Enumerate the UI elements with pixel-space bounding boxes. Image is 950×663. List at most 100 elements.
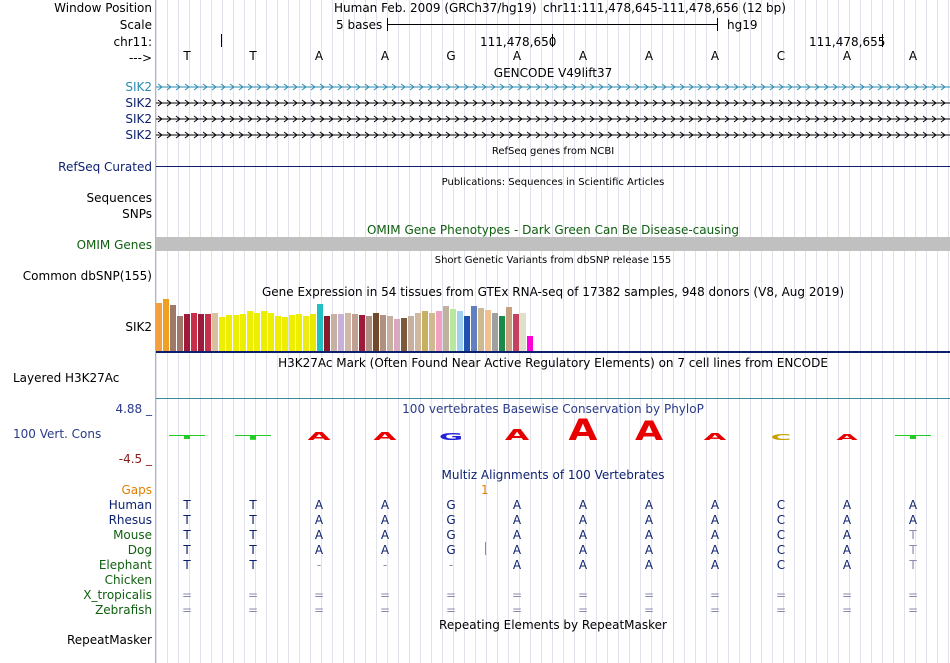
- gtex-tissue-bar[interactable]: [366, 316, 372, 351]
- omim-gene-bar[interactable]: [156, 237, 950, 251]
- aligned-base: A: [512, 498, 522, 512]
- species-label[interactable]: Rhesus: [108, 513, 152, 527]
- gtex-tissue-bar[interactable]: [485, 310, 491, 351]
- aligned-base: =: [445, 603, 457, 617]
- refseq-label[interactable]: RefSeq Curated: [58, 160, 152, 174]
- species-label[interactable]: Mouse: [113, 528, 152, 542]
- reference-base: A: [512, 49, 522, 63]
- gtex-tissue-bar[interactable]: [317, 304, 323, 351]
- gtex-tissue-bar[interactable]: [394, 319, 400, 351]
- snps-label[interactable]: SNPs: [122, 207, 152, 221]
- aligned-base: C: [776, 543, 786, 557]
- gtex-tissue-bar[interactable]: [422, 311, 428, 351]
- gtex-tissue-bar[interactable]: [401, 318, 407, 351]
- refseq-transcript[interactable]: [156, 166, 950, 167]
- cons-label[interactable]: 100 Vert. Cons: [13, 427, 102, 441]
- scale-label[interactable]: Scale: [119, 18, 152, 32]
- gtex-tissue-bar[interactable]: [408, 316, 414, 351]
- gencode-row-label[interactable]: SIK2: [125, 80, 152, 94]
- sequences-label[interactable]: Sequences: [86, 191, 152, 205]
- aligned-base: =: [643, 603, 655, 617]
- gtex-tissue-bar[interactable]: [373, 313, 379, 351]
- grid-line: [849, 0, 850, 663]
- gtex-tissue-bar[interactable]: [205, 314, 211, 351]
- gtex-tissue-bar[interactable]: [359, 315, 365, 351]
- track-image[interactable]: Human Feb. 2009 (GRCh37/hg19) chr11:111,…: [156, 0, 950, 663]
- gtex-tissue-bar[interactable]: [506, 307, 512, 351]
- gtex-tissue-bar[interactable]: [212, 313, 218, 351]
- gtex-tissue-bar[interactable]: [233, 315, 239, 351]
- gtex-tissue-bar[interactable]: [268, 313, 274, 351]
- gtex-tissue-bar[interactable]: [415, 313, 421, 351]
- grid-line: [288, 0, 289, 663]
- gtex-tissue-bar[interactable]: [240, 314, 246, 351]
- gtex-tissue-bar[interactable]: [499, 316, 505, 351]
- gtex-tissue-bar[interactable]: [387, 316, 393, 351]
- gtex-tissue-bar[interactable]: [296, 314, 302, 351]
- cons-min-label: -4.5 _: [118, 452, 152, 466]
- gtex-tissue-bar[interactable]: [177, 316, 183, 351]
- gtex-tissue-bar[interactable]: [527, 336, 533, 351]
- gtex-tissue-bar[interactable]: [492, 313, 498, 351]
- gtex-tissue-bar[interactable]: [352, 314, 358, 351]
- gtex-tissue-bar[interactable]: [443, 306, 449, 351]
- multiz-title: Multiz Alignments of 100 Vertebrates: [441, 468, 665, 482]
- gencode-row-label[interactable]: SIK2: [125, 128, 152, 142]
- species-label[interactable]: X_tropicalis: [83, 588, 152, 602]
- aligned-base: T: [183, 498, 191, 512]
- gencode-row-label[interactable]: SIK2: [125, 96, 152, 110]
- gtex-tissue-bar[interactable]: [324, 316, 330, 351]
- h3k27ac-label[interactable]: Layered H3K27Ac: [13, 371, 120, 385]
- aligned-base: A: [512, 543, 522, 557]
- species-label[interactable]: Elephant: [98, 558, 152, 572]
- gtex-tissue-bar[interactable]: [226, 315, 232, 351]
- gtex-tissue-bar[interactable]: [219, 317, 225, 351]
- gtex-tissue-bar[interactable]: [464, 316, 470, 351]
- gtex-tissue-bar[interactable]: [457, 311, 463, 351]
- gtex-tissue-bar[interactable]: [198, 314, 204, 351]
- species-label[interactable]: Chicken: [104, 573, 152, 587]
- cons-letter: A: [505, 426, 529, 443]
- repeatmasker-label[interactable]: RepeatMasker: [66, 633, 152, 647]
- gtex-tissue-bar[interactable]: [156, 303, 162, 351]
- gtex-tissue-bar[interactable]: [429, 313, 435, 351]
- gtex-tissue-bar[interactable]: [338, 314, 344, 351]
- gtex-tissue-bar[interactable]: [261, 311, 267, 351]
- aligned-base: A: [710, 558, 720, 572]
- gtex-tissue-bar[interactable]: [303, 316, 309, 351]
- gtex-tissue-bar[interactable]: [254, 313, 260, 351]
- gencode-row-label[interactable]: SIK2: [125, 112, 152, 126]
- species-label[interactable]: Human: [108, 498, 152, 512]
- gtex-tissue-bar[interactable]: [345, 313, 351, 351]
- gtex-tissue-bar[interactable]: [289, 315, 295, 351]
- gtex-tissue-bar[interactable]: [310, 314, 316, 351]
- species-label[interactable]: Dog: [127, 543, 152, 557]
- species-label[interactable]: Zebrafish: [95, 603, 152, 617]
- gtex-label[interactable]: SIK2: [125, 320, 152, 334]
- gtex-tissue-bar[interactable]: [520, 313, 526, 351]
- gtex-tissue-bar[interactable]: [247, 311, 253, 351]
- chrom-label[interactable]: chr11:: [113, 35, 152, 49]
- gtex-tissue-bar[interactable]: [163, 299, 169, 351]
- gaps-label[interactable]: Gaps: [121, 483, 152, 497]
- dbsnp-label[interactable]: Common dbSNP(155): [22, 269, 152, 283]
- gtex-tissue-bar[interactable]: [184, 314, 190, 351]
- strand-arrow-label[interactable]: --->: [128, 51, 152, 65]
- aligned-base: T: [249, 543, 257, 557]
- gtex-tissue-bar[interactable]: [380, 315, 386, 351]
- gencode-transcripts[interactable]: [156, 80, 950, 142]
- gtex-tissue-bar[interactable]: [513, 314, 519, 351]
- gtex-tissue-bar[interactable]: [478, 308, 484, 351]
- omim-label[interactable]: OMIM Genes: [76, 238, 152, 252]
- gtex-tissue-bar[interactable]: [450, 309, 456, 351]
- gtex-tissue-bar[interactable]: [191, 313, 197, 351]
- gtex-tissue-bar[interactable]: [436, 311, 442, 351]
- gtex-title: Gene Expression in 54 tissues from GTEx …: [261, 285, 845, 299]
- window-position-label[interactable]: Window Position: [54, 1, 152, 15]
- gtex-tissue-bar[interactable]: [282, 317, 288, 351]
- gtex-tissue-bar[interactable]: [331, 314, 337, 351]
- gtex-tissue-bar[interactable]: [275, 316, 281, 351]
- gtex-tissue-bar[interactable]: [471, 306, 477, 351]
- gtex-tissue-bar[interactable]: [170, 305, 176, 351]
